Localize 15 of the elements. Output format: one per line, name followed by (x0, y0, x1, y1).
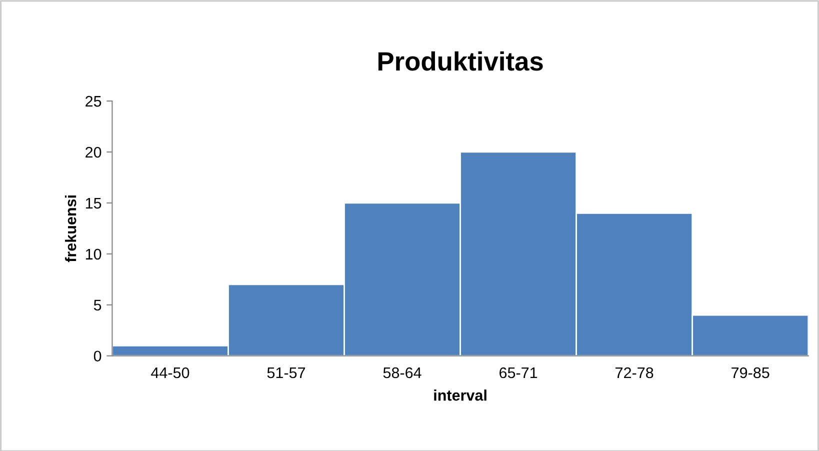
x-tick-label: 58-64 (383, 367, 422, 378)
y-axis-title: frekuensi (64, 196, 76, 262)
x-tick-label: 65-71 (500, 367, 538, 378)
x-tick-label: 44-50 (151, 367, 190, 378)
x-axis-title: interval (434, 390, 486, 401)
x-tick-label: 72-78 (616, 367, 654, 378)
y-tick-label: 20 (86, 146, 102, 158)
y-tick-label: 10 (86, 248, 102, 260)
x-tick-label: 51-57 (267, 368, 306, 378)
x-tick-label: 79-85 (732, 367, 770, 378)
y-tick-label: 25 (86, 96, 102, 107)
y-tick-label: 5 (94, 300, 102, 311)
chart-title: Produktivitas (378, 51, 543, 71)
y-tick-label: 15 (86, 198, 102, 209)
y-tick-label: 0 (94, 350, 102, 362)
